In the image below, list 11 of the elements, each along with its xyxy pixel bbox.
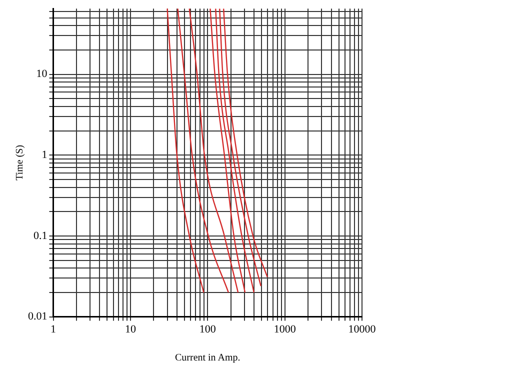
x-tick-label: 10 (124, 323, 136, 336)
x-axis-title: Current in Amp. (174, 352, 240, 364)
x-tick-label: 1 (50, 323, 56, 336)
x-tick-label: 10000 (348, 323, 376, 336)
y-tick-label: 0.1 (34, 230, 48, 242)
y-tick-label: 1 (42, 149, 48, 162)
x-tick-label: 100 (199, 323, 216, 336)
x-tick-label: 1000 (274, 323, 296, 336)
y-tick-label: 10 (36, 68, 48, 80)
y-tick-label: 0.01 (28, 310, 48, 323)
y-axis-title: Time (S) (14, 144, 26, 180)
